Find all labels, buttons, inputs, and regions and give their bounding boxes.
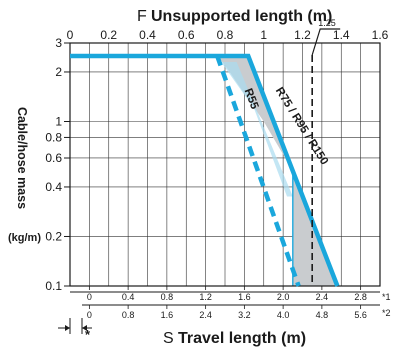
offset-note: * (85, 327, 91, 342)
top-tick-label: 1 (260, 28, 267, 42)
bottom-axis-1-label: 0.8 (161, 292, 174, 302)
series-label-r75-r95-r150: R75 / R95 / R150 (273, 85, 330, 167)
marker-label: 1.25 (318, 18, 336, 28)
bottom-axis-1-label: 2.8 (354, 292, 367, 302)
top-tick-label: 0.6 (178, 28, 195, 42)
bottom-axis-2-label: 4.8 (316, 310, 329, 320)
y-axis-ticks: 3 2 1 0.8 0.6 0.4 0.2 0.1 (45, 36, 70, 293)
top-tick-label: 1.2 (294, 28, 311, 42)
top-tick-label: 1.6 (372, 28, 389, 42)
bottom-axis-1-label: 0.4 (122, 292, 135, 302)
y-tick-label: 0.6 (45, 151, 62, 165)
bottom-axis-1-label: 1.2 (199, 292, 212, 302)
bottom-axis-letter: S (163, 330, 174, 347)
series-line-r55 (215, 55, 301, 287)
bottom-axis-1-footnote: *1 (382, 292, 391, 302)
bottom-axis-2-label: 0 (87, 310, 92, 320)
y-tick-label: 0.8 (45, 130, 62, 144)
bottom-axis-2-label: 4.0 (277, 310, 290, 320)
y-tick-label: 0.1 (45, 279, 62, 293)
bottom-axis-2-footnote: *2 (382, 308, 391, 318)
shaded-highlight (221, 61, 293, 197)
y-tick-label: 0.2 (45, 229, 62, 243)
bottom-axis-1-label: 1.6 (238, 292, 251, 302)
bottom-axis-2-ticks: 0 0.8 1.6 2.4 3.2 4.0 4.8 5.6 (87, 305, 367, 320)
bottom-axis-2-label: 0.8 (122, 310, 135, 320)
top-tick-label: 0.4 (139, 28, 156, 42)
shaded-region (217, 56, 338, 286)
top-axis-letter: F (137, 8, 147, 25)
top-axis-ticks: 0 0.2 0.4 0.6 0.8 1 1.2 1.4 1.6 (67, 28, 389, 42)
marker-bracket (311, 28, 341, 56)
y-axis-title: Cable/hose mass (15, 107, 29, 209)
bottom-axis-1-label: 0 (87, 292, 92, 302)
bottom-axis-2-label: 2.4 (199, 310, 212, 320)
bottom-axis-1-label: 2.4 (316, 292, 329, 302)
top-tick-label: 1.4 (333, 28, 350, 42)
y-tick-label: 1 (55, 114, 62, 128)
top-axis-title: Unsupported length (m) (151, 8, 332, 25)
bottom-axis-2-label: 1.6 (161, 310, 174, 320)
series-line-r75-r95-r150 (70, 53, 340, 287)
bottom-axis-title: Travel length (m) (178, 330, 306, 347)
y-axis-unit: (kg/m) (8, 232, 41, 244)
bottom-axis-2-label: 5.6 (354, 310, 367, 320)
y-tick-label: 0.4 (45, 180, 62, 194)
top-tick-label: 0 (67, 28, 74, 42)
y-tick-label: 2 (55, 65, 62, 79)
top-tick-label: 0.2 (100, 28, 117, 42)
bottom-axis-2-label: 3.2 (238, 310, 251, 320)
bottom-axis-1-label: 2.0 (277, 292, 290, 302)
plot-frame (69, 42, 381, 287)
offset-indicator (58, 318, 92, 334)
top-tick-label: 0.8 (217, 28, 234, 42)
bottom-axis-1-ticks: 0 0.4 0.8 1.2 1.6 2.0 2.4 2.8 (87, 286, 367, 302)
y-tick-label: 3 (55, 36, 62, 50)
